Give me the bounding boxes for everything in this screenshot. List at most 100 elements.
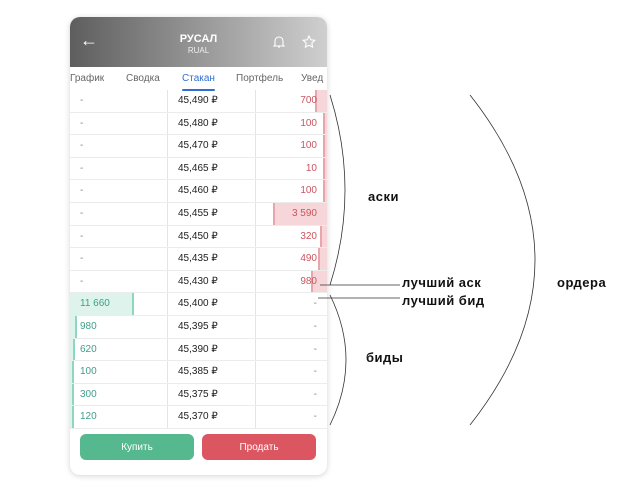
ask-volume: - bbox=[313, 411, 317, 423]
bid-volume-cell: - bbox=[70, 225, 168, 248]
price-cell: 45,390 ₽ bbox=[168, 338, 256, 361]
tab-bar: График Сводка Стакан Портфель Увед bbox=[70, 69, 327, 91]
bid-volume-cell: - bbox=[70, 248, 168, 270]
ask-volume-cell: 3 590 bbox=[256, 202, 327, 225]
ask-volume-cell: 320 bbox=[256, 225, 327, 248]
ask-volume: - bbox=[313, 366, 317, 378]
orders-brace bbox=[469, 94, 536, 426]
bid-volume: 11 660 bbox=[80, 298, 110, 310]
ask-volume-cell: - bbox=[256, 406, 327, 428]
orderbook-row[interactable]: - 45,430 ₽ 980 bbox=[70, 270, 327, 294]
bid-volume-cell: 980 bbox=[70, 315, 168, 338]
ask-volume: 320 bbox=[300, 230, 317, 242]
bid-volume: - bbox=[80, 275, 84, 287]
bid-volume-bar bbox=[70, 406, 74, 428]
back-arrow-icon[interactable]: ← bbox=[80, 30, 98, 50]
bid-volume-cell: - bbox=[70, 180, 168, 202]
asks-brace bbox=[329, 94, 346, 286]
ask-volume-bar bbox=[310, 270, 327, 293]
ask-volume-cell: 100 bbox=[256, 135, 327, 157]
bid-volume-cell: - bbox=[70, 157, 168, 180]
orderbook-row[interactable]: - 45,450 ₽ 320 bbox=[70, 225, 327, 249]
orderbook-row[interactable]: - 45,435 ₽ 490 bbox=[70, 248, 327, 271]
ask-volume: 3 590 bbox=[291, 207, 317, 219]
bell-icon[interactable] bbox=[273, 35, 285, 49]
ask-volume: - bbox=[313, 343, 317, 355]
tab-portfolio[interactable]: Портфель bbox=[236, 73, 284, 84]
ask-volume-cell: 10 bbox=[256, 157, 327, 180]
orderbook-row[interactable]: - 45,490 ₽ 700 bbox=[70, 90, 327, 113]
orderbook-row[interactable]: 980 45,395 ₽ - bbox=[70, 315, 327, 339]
ask-volume: 100 bbox=[300, 140, 317, 152]
ask-volume: 700 bbox=[300, 95, 317, 106]
bid-volume-cell: - bbox=[70, 270, 168, 293]
orderbook-row[interactable]: 620 45,390 ₽ - bbox=[70, 338, 327, 362]
price-cell: 45,395 ₽ bbox=[168, 315, 256, 338]
bid-volume-cell: - bbox=[70, 112, 168, 135]
bid-volume: - bbox=[80, 253, 84, 265]
bid-volume: - bbox=[80, 185, 84, 197]
price-cell: 45,370 ₽ bbox=[168, 406, 256, 428]
sell-button[interactable]: Продать bbox=[202, 434, 316, 460]
orderbook-row[interactable]: 120 45,370 ₽ - bbox=[70, 406, 327, 429]
bid-volume-cell: 100 bbox=[70, 361, 168, 383]
orderbook-row[interactable]: - 45,460 ₽ 100 bbox=[70, 180, 327, 203]
orderbook-row[interactable]: - 45,465 ₽ 10 bbox=[70, 157, 327, 181]
buy-button[interactable]: Купить bbox=[80, 434, 194, 460]
ask-volume-cell: - bbox=[256, 316, 327, 338]
tab-notifications[interactable]: Увед bbox=[301, 73, 324, 84]
ask-volume-bar bbox=[323, 112, 327, 135]
ask-volume: - bbox=[313, 320, 317, 332]
ask-volume-cell: - bbox=[256, 384, 327, 406]
ask-volume-bar bbox=[320, 225, 327, 248]
ask-volume-bar bbox=[323, 135, 327, 157]
bids-brace bbox=[329, 294, 347, 426]
orderbook-row[interactable]: - 45,480 ₽ 100 bbox=[70, 112, 327, 136]
bid-volume-bar bbox=[70, 315, 78, 338]
ask-volume-cell: 100 bbox=[256, 180, 327, 202]
ask-volume-cell: 980 bbox=[256, 270, 327, 293]
price-cell: 45,450 ₽ bbox=[168, 225, 256, 248]
orderbook-row[interactable]: 300 45,375 ₽ - bbox=[70, 383, 327, 407]
bid-volume: - bbox=[80, 162, 84, 174]
tab-orderbook[interactable]: Стакан bbox=[182, 73, 215, 91]
price-cell: 45,430 ₽ bbox=[168, 270, 256, 293]
orderbook-table: - 45,490 ₽ 700 - 45,480 ₽ 100 - 45,470 ₽ 100 - 45,… bbox=[70, 90, 327, 429]
orders-label: ордера bbox=[557, 275, 607, 290]
ask-volume-cell: 490 bbox=[256, 248, 327, 270]
best-bid-label: лучший бид bbox=[402, 293, 485, 308]
bid-volume: 300 bbox=[80, 388, 97, 400]
bid-volume: - bbox=[80, 207, 84, 219]
price-cell: 45,435 ₽ bbox=[168, 248, 256, 270]
bid-volume: 100 bbox=[80, 366, 97, 378]
ask-volume: - bbox=[313, 298, 317, 310]
star-icon[interactable] bbox=[302, 35, 316, 49]
ask-volume-bar bbox=[323, 157, 327, 180]
ask-volume-bar bbox=[323, 180, 327, 202]
best-ask-label: лучший аск bbox=[402, 275, 482, 290]
bid-volume-cell: - bbox=[70, 202, 168, 225]
tab-summary[interactable]: Сводка bbox=[126, 73, 160, 84]
bid-volume-cell: 11 660 bbox=[70, 293, 168, 315]
orderbook-row[interactable]: 11 660 45,400 ₽ - bbox=[70, 293, 327, 316]
orderbook-row[interactable]: - 45,455 ₽ 3 590 bbox=[70, 202, 327, 226]
bids-label: биды bbox=[366, 350, 404, 365]
asks-label: аски bbox=[368, 189, 399, 204]
orderbook-row[interactable]: - 45,470 ₽ 100 bbox=[70, 135, 327, 158]
instrument-title: РУСАЛ bbox=[179, 33, 218, 45]
ask-volume: 100 bbox=[300, 185, 317, 197]
price-cell: 45,460 ₽ bbox=[168, 180, 256, 202]
instrument-ticker: RUAL bbox=[187, 46, 210, 55]
ask-volume-cell: 700 bbox=[256, 90, 327, 112]
price-cell: 45,400 ₽ bbox=[168, 293, 256, 315]
bid-volume-cell: 300 bbox=[70, 383, 168, 406]
price-cell: 45,375 ₽ bbox=[168, 383, 256, 406]
bid-volume-bar bbox=[70, 338, 76, 361]
tab-chart[interactable]: График bbox=[70, 73, 105, 84]
ask-volume-cell: 100 bbox=[256, 112, 327, 135]
price-cell: 45,465 ₽ bbox=[168, 157, 256, 180]
ask-volume: 490 bbox=[300, 253, 317, 265]
orderbook-row[interactable]: 100 45,385 ₽ - bbox=[70, 361, 327, 384]
header: ← РУСАЛ RUAL bbox=[70, 17, 327, 67]
